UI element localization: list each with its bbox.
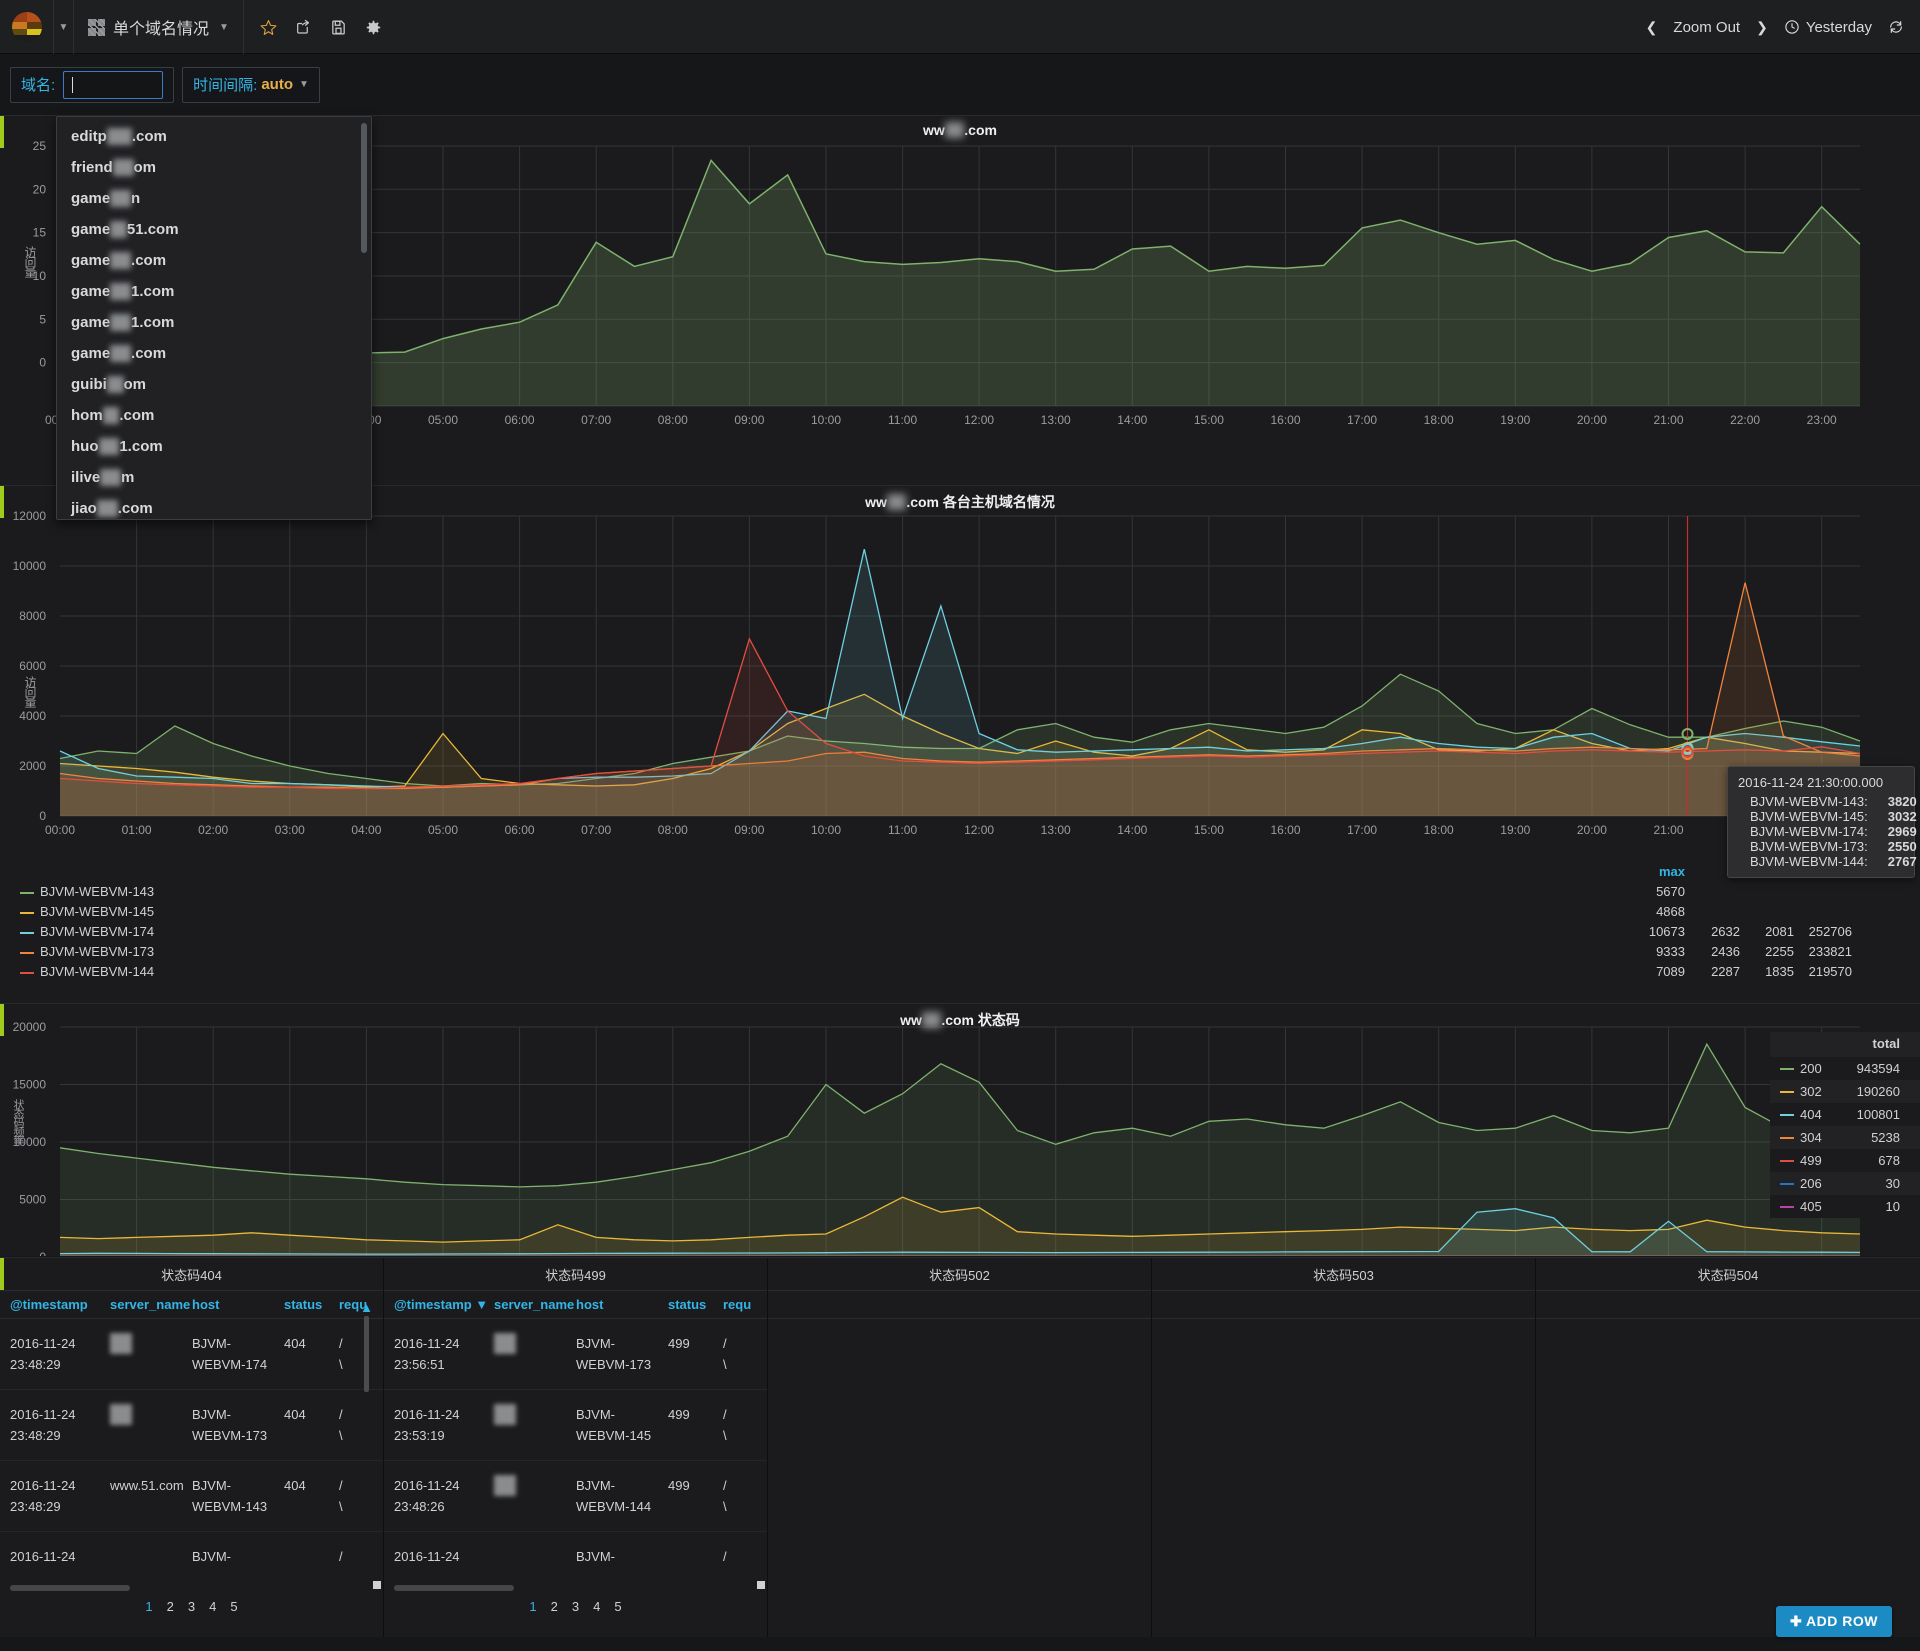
svg-text:10: 10 [33, 269, 47, 283]
svg-text:15000: 15000 [13, 1078, 47, 1092]
svg-text:13:00: 13:00 [1041, 413, 1071, 427]
svg-text:17:00: 17:00 [1347, 413, 1377, 427]
svg-text:10:00: 10:00 [811, 823, 841, 836]
svg-text:08:00: 08:00 [658, 413, 688, 427]
svg-text:15:00: 15:00 [1194, 823, 1224, 836]
svg-text:01:00: 01:00 [122, 823, 152, 836]
svg-text:8000: 8000 [19, 609, 46, 623]
svg-text:10000: 10000 [13, 1135, 47, 1149]
svg-text:5: 5 [39, 312, 46, 326]
svg-text:05:00: 05:00 [428, 413, 458, 427]
svg-text:23:00: 23:00 [1807, 413, 1837, 427]
svg-text:09:00: 09:00 [734, 823, 764, 836]
svg-text:11:00: 11:00 [888, 413, 917, 427]
svg-text:6000: 6000 [19, 659, 46, 673]
svg-text:0: 0 [39, 809, 46, 823]
svg-text:0: 0 [39, 1250, 46, 1256]
svg-text:21:00: 21:00 [1653, 413, 1683, 427]
svg-text:00:00: 00:00 [45, 823, 75, 836]
svg-text:16:00: 16:00 [1270, 823, 1300, 836]
svg-text:06:00: 06:00 [505, 823, 535, 836]
svg-text:08:00: 08:00 [658, 823, 688, 836]
svg-text:20:00: 20:00 [1577, 413, 1607, 427]
svg-text:20: 20 [33, 182, 47, 196]
svg-text:11:00: 11:00 [888, 823, 917, 836]
svg-text:02:00: 02:00 [198, 823, 228, 836]
svg-text:19:00: 19:00 [1500, 823, 1530, 836]
svg-text:0: 0 [39, 356, 46, 370]
svg-text:09:00: 09:00 [734, 413, 764, 427]
svg-text:10:00: 10:00 [811, 413, 841, 427]
svg-text:12:00: 12:00 [964, 413, 994, 427]
svg-text:14:00: 14:00 [1117, 823, 1147, 836]
svg-text:07:00: 07:00 [581, 823, 611, 836]
svg-text:5000: 5000 [19, 1193, 46, 1207]
svg-text:4000: 4000 [19, 709, 46, 723]
svg-text:13:00: 13:00 [1041, 823, 1071, 836]
svg-text:04:00: 04:00 [351, 823, 381, 836]
svg-text:12:00: 12:00 [964, 823, 994, 836]
svg-text:2000: 2000 [19, 759, 46, 773]
svg-text:16:00: 16:00 [1270, 413, 1300, 427]
svg-text:07:00: 07:00 [581, 413, 611, 427]
svg-text:17:00: 17:00 [1347, 823, 1377, 836]
svg-text:25: 25 [33, 139, 47, 153]
svg-text:22:00: 22:00 [1730, 413, 1760, 427]
svg-text:15:00: 15:00 [1194, 413, 1224, 427]
svg-text:10000: 10000 [13, 559, 47, 573]
svg-text:15: 15 [33, 226, 47, 240]
svg-text:18:00: 18:00 [1424, 823, 1454, 836]
svg-text:05:00: 05:00 [428, 823, 458, 836]
svg-text:21:00: 21:00 [1653, 823, 1683, 836]
svg-text:14:00: 14:00 [1117, 413, 1147, 427]
svg-text:18:00: 18:00 [1424, 413, 1454, 427]
svg-text:19:00: 19:00 [1500, 413, 1530, 427]
svg-text:06:00: 06:00 [505, 413, 535, 427]
svg-text:03:00: 03:00 [275, 823, 305, 836]
svg-text:20:00: 20:00 [1577, 823, 1607, 836]
